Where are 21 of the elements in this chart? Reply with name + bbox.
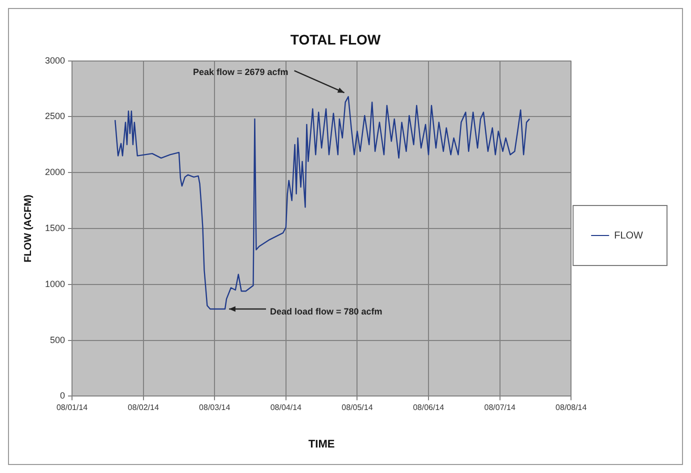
y-axis-title: FLOW (ACFM) xyxy=(22,194,34,262)
y-tick-label: 2000 xyxy=(44,167,66,178)
y-tick-label: 0 xyxy=(60,390,66,401)
y-tick-label: 500 xyxy=(50,334,66,345)
x-tick-label: 08/01/14 xyxy=(56,403,88,412)
x-tick-label: 08/04/14 xyxy=(270,403,302,412)
x-tick-label: 08/07/14 xyxy=(484,403,516,412)
x-tick-label: 08/05/14 xyxy=(342,403,374,412)
x-tick-label: 08/06/14 xyxy=(412,403,445,412)
y-tick-label: 1500 xyxy=(44,222,66,233)
x-tick-label: 08/03/14 xyxy=(199,403,231,412)
y-tick-label: 1000 xyxy=(44,278,66,289)
y-tick-label: 3000 xyxy=(44,55,66,66)
x-tick-label: 08/08/14 xyxy=(556,403,588,412)
x-axis-title: TIME xyxy=(308,438,335,450)
x-tick-label: 08/02/14 xyxy=(128,403,160,412)
y-tick-label: 2500 xyxy=(44,111,66,122)
annotation: Dead load flow = 780 acfm xyxy=(270,306,382,316)
legend-label: FLOW xyxy=(614,230,644,242)
annotation: Peak flow = 2679 acfm xyxy=(193,67,288,78)
chart-title: TOTAL FLOW xyxy=(290,31,382,48)
